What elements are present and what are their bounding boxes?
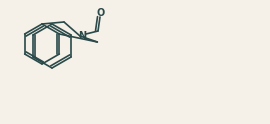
Text: N: N: [78, 31, 86, 41]
Text: O: O: [97, 8, 105, 18]
